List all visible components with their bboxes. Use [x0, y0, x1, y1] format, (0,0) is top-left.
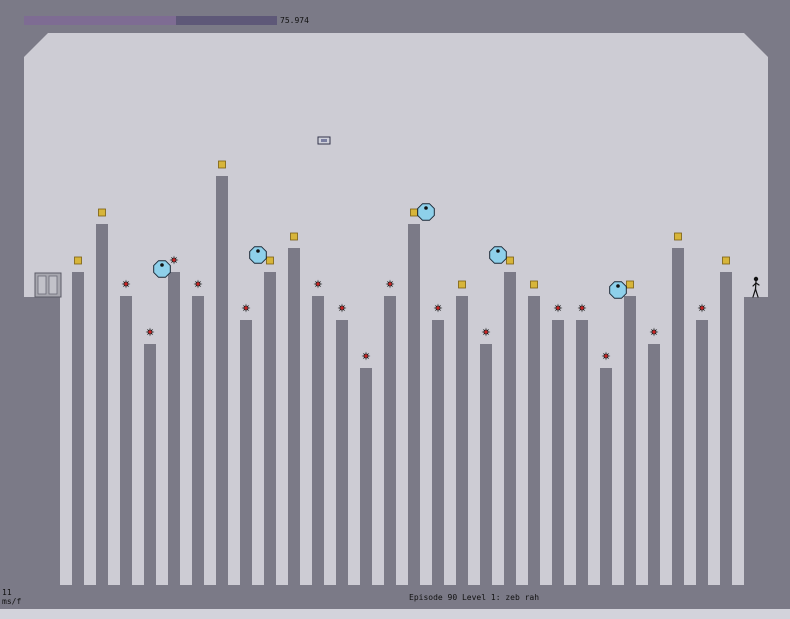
pillar — [576, 320, 588, 585]
gold-piece — [674, 232, 682, 241]
frame-time-value: 11 — [2, 588, 12, 597]
gold-piece — [74, 256, 82, 265]
time-bar-fill — [24, 16, 176, 25]
gold-piece — [722, 256, 730, 265]
pillar — [72, 272, 84, 585]
mine — [361, 351, 371, 361]
items — [74, 160, 730, 361]
mine — [481, 327, 491, 337]
mine — [433, 303, 443, 313]
mine — [313, 279, 323, 289]
drone — [417, 203, 435, 221]
pillars — [72, 176, 732, 585]
exit-door — [34, 272, 62, 298]
gold-piece — [506, 256, 514, 265]
mine — [649, 327, 659, 337]
pillar — [720, 272, 732, 585]
pillar — [240, 320, 252, 585]
ninja — [752, 276, 760, 298]
pillar — [120, 296, 132, 585]
pillar — [648, 344, 660, 585]
pillar — [216, 176, 228, 585]
left-ledge — [24, 297, 60, 585]
pillar — [432, 320, 444, 585]
pillar — [672, 248, 684, 585]
mine — [553, 303, 563, 313]
mine — [337, 303, 347, 313]
mine — [601, 351, 611, 361]
mine — [193, 279, 203, 289]
drones — [153, 203, 627, 299]
gold-piece — [290, 232, 298, 241]
time-readout: 75.974 — [280, 16, 309, 25]
gold-piece — [98, 208, 106, 217]
frame-time-readout: 11 ms/f — [2, 588, 21, 606]
gold-piece — [266, 256, 274, 265]
mine — [169, 255, 179, 265]
mine — [697, 303, 707, 313]
pillar — [360, 368, 372, 585]
pillar — [600, 368, 612, 585]
mine — [577, 303, 587, 313]
time-bar — [24, 16, 277, 25]
pillar — [504, 272, 516, 585]
pillar — [168, 272, 180, 585]
bottom-strip — [0, 609, 790, 619]
pillar — [192, 296, 204, 585]
pillar — [552, 320, 564, 585]
pillar — [696, 320, 708, 585]
mine — [121, 279, 131, 289]
pillar — [456, 296, 468, 585]
pillar — [384, 296, 396, 585]
pillar — [408, 224, 420, 585]
gold-piece — [626, 280, 634, 289]
right-ledge — [744, 297, 768, 585]
pillar — [288, 248, 300, 585]
pillar — [264, 272, 276, 585]
pillar — [480, 344, 492, 585]
drone — [489, 246, 507, 264]
drone — [609, 281, 627, 299]
mine — [385, 279, 395, 289]
gold-piece — [218, 160, 226, 169]
pillar — [624, 296, 636, 585]
frame-time-unit: ms/f — [2, 597, 22, 606]
drone — [153, 260, 171, 278]
pillar — [528, 296, 540, 585]
gold-piece — [410, 208, 418, 217]
episode-label: Episode 90 Level 1: zeb rah — [409, 593, 540, 602]
gold-piece — [530, 280, 538, 289]
pillar — [144, 344, 156, 585]
exit-switch — [317, 136, 331, 145]
pillar — [96, 224, 108, 585]
gold-piece — [458, 280, 466, 289]
mine — [145, 327, 155, 337]
mine — [241, 303, 251, 313]
drone — [249, 246, 267, 264]
pillar — [312, 296, 324, 585]
pillar — [336, 320, 348, 585]
